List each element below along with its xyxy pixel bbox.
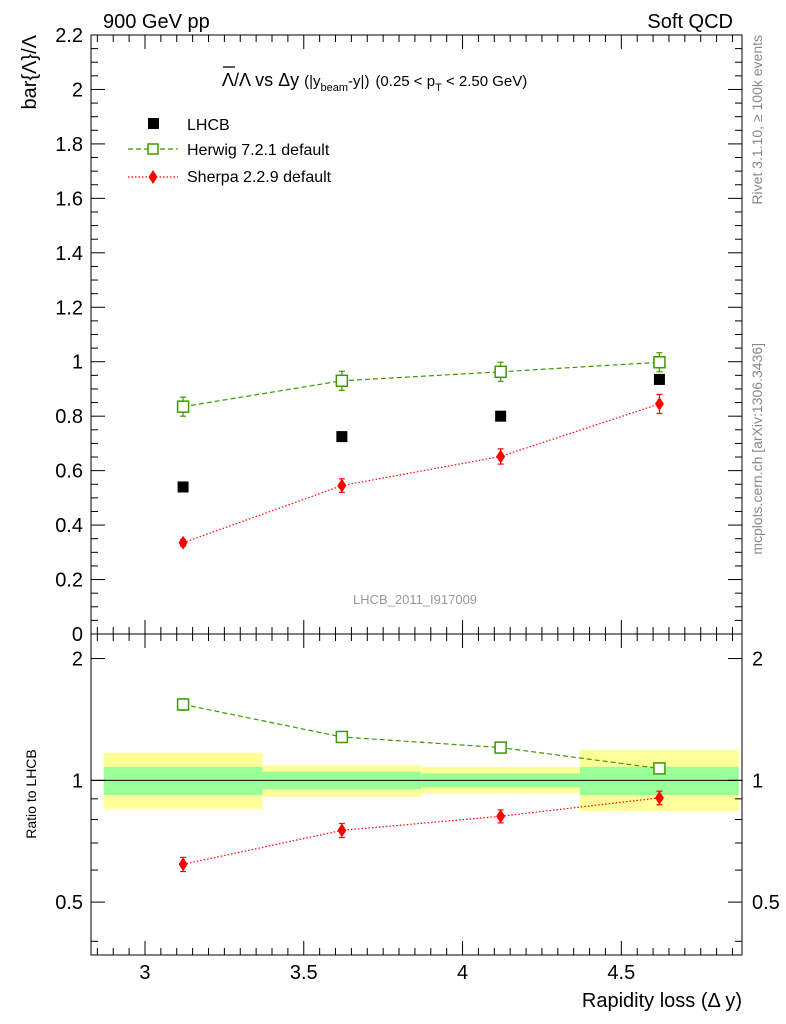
legend-item-sherpa: Sherpa 2.2.9 default	[128, 169, 332, 186]
data-point	[496, 809, 506, 824]
ratio-y-tick-label: 0.5	[55, 892, 83, 914]
data-point	[495, 410, 507, 422]
legend-marker-herwig	[147, 143, 159, 155]
data-point	[176, 400, 190, 413]
main-y-tick-label: 1.8	[55, 134, 83, 156]
x-axis-label: Rapidity loss (Δ y)	[582, 990, 742, 1012]
ratio-y-tick-label-right: 0.5	[752, 892, 780, 914]
main-y-tick-label: 2.2	[55, 25, 83, 47]
main-series	[176, 352, 666, 550]
series-herwig	[176, 352, 666, 417]
x-tick-label: 4	[457, 962, 468, 984]
x-tick-label: 4.5	[607, 962, 635, 984]
plot-title-cut-suffix: < 2.50 GeV)	[442, 73, 527, 90]
main-y-tick-label: 1.2	[55, 297, 83, 319]
main-y-tick-label: 1.4	[55, 243, 83, 265]
series-sherpa	[178, 393, 664, 550]
data-point	[336, 431, 348, 443]
legend: LHCB Herwig 7.2.1 default Sherpa 2.2.9 d…	[128, 117, 332, 186]
legend-label-sherpa: Sherpa 2.2.9 default	[187, 169, 332, 186]
main-y-tick-label: 0.2	[55, 570, 83, 592]
data-point	[653, 762, 666, 775]
plot-title-def-sub: beam	[321, 82, 349, 94]
legend-item-herwig: Herwig 7.2.1 default	[128, 142, 330, 159]
ratio-band-green	[103, 766, 263, 795]
ratio-y-axis: 0.5 1 2 0.5 1 2	[55, 649, 780, 942]
x-tick-label: 3	[139, 962, 150, 984]
ratio-y-tick-label-right: 2	[752, 649, 763, 671]
main-y-tick-label: 1.6	[55, 188, 83, 210]
series-herwig	[176, 698, 666, 775]
data-point	[494, 365, 507, 379]
main-panel: 00.20.40.60.811.21.41.61.822.2 bar{Λ}/Λ …	[19, 25, 743, 646]
header-left: 900 GeV pp	[103, 11, 210, 33]
data-point	[178, 857, 188, 872]
plot-title-def-suffix: -y|)	[348, 73, 369, 90]
data-point	[178, 535, 188, 550]
plot-title-vs: vs	[250, 70, 278, 90]
data-point	[653, 373, 665, 385]
header-right: Soft QCD	[647, 11, 733, 33]
x-tick-label: 3.5	[290, 962, 318, 984]
legend-label-herwig: Herwig 7.2.1 default	[187, 142, 330, 159]
series-lhcb	[177, 373, 665, 493]
data-point	[337, 823, 347, 838]
plot-title-cut-sub: T	[435, 82, 442, 94]
data-point	[335, 374, 349, 388]
main-y-tick-label: 0.8	[55, 406, 83, 428]
main-y-tick-label: 1	[72, 352, 83, 374]
plot-title-cut-prefix: (0.25 < p	[375, 73, 435, 90]
main-y-tick-label: 0.6	[55, 461, 83, 483]
plot-title: Λ/Λ vs Δy (|ybeam-y|) (0.25 < pT < 2.50 Ge…	[222, 70, 527, 94]
main-watermark: LHCB_2011_I917009	[353, 592, 477, 607]
data-point	[335, 730, 349, 744]
series-line-sherpa	[182, 403, 660, 544]
ratio-plot-frame	[90, 633, 743, 956]
plot-title-var: Δy	[278, 70, 299, 90]
legend-marker-sherpa	[148, 170, 158, 184]
main-y-tick-label: 0	[72, 624, 83, 646]
ratio-y-tick-label: 2	[72, 649, 83, 671]
data-point	[337, 478, 347, 493]
series-sherpa	[178, 790, 664, 873]
series-line-sherpa	[182, 797, 660, 865]
main-y-tick-label: 0.4	[55, 515, 83, 537]
main-y-axis: 0 0.2 0.4 0.6 0.8 1 1.2 1.4 1.6 1.8 2 2.2	[55, 25, 742, 646]
data-point	[176, 698, 190, 711]
series-line-herwig	[182, 703, 660, 770]
legend-label-lhcb: LHCB	[187, 117, 230, 134]
data-point	[654, 790, 664, 805]
main-y-tick-label: 2	[72, 79, 83, 101]
data-point	[654, 396, 664, 411]
data-point	[494, 741, 507, 754]
x-axis: 3 3.5 4 4.5	[96, 35, 733, 984]
series-line-herwig	[182, 361, 660, 408]
ratio-y-tick-label: 1	[72, 770, 83, 792]
data-point	[177, 481, 189, 493]
side-label-rivet: Rivet 3.1.10, ≥ 100k events	[749, 35, 765, 205]
legend-marker-lhcb	[148, 118, 159, 129]
ratio-panel: 0.5 1 2 0.5 1 2 3 3.5 4 4.5 Ratio to LHCB Rapidi…	[23, 35, 780, 1012]
plot-title-ratio: Λ/Λ	[222, 70, 251, 90]
plot-title-def-prefix: (|y	[304, 73, 321, 90]
data-point	[496, 449, 506, 464]
ratio-y-tick-label-right: 1	[752, 770, 763, 792]
legend-item-lhcb: LHCB	[148, 117, 230, 134]
main-y-axis-label: bar{Λ}/Λ	[19, 34, 41, 109]
ratio-y-axis-label: Ratio to LHCB	[23, 749, 39, 838]
side-label-mcplots: mcplots.cern.ch [arXiv:1306.3436]	[749, 343, 765, 555]
ratio-series	[176, 698, 666, 873]
data-point	[653, 356, 666, 369]
